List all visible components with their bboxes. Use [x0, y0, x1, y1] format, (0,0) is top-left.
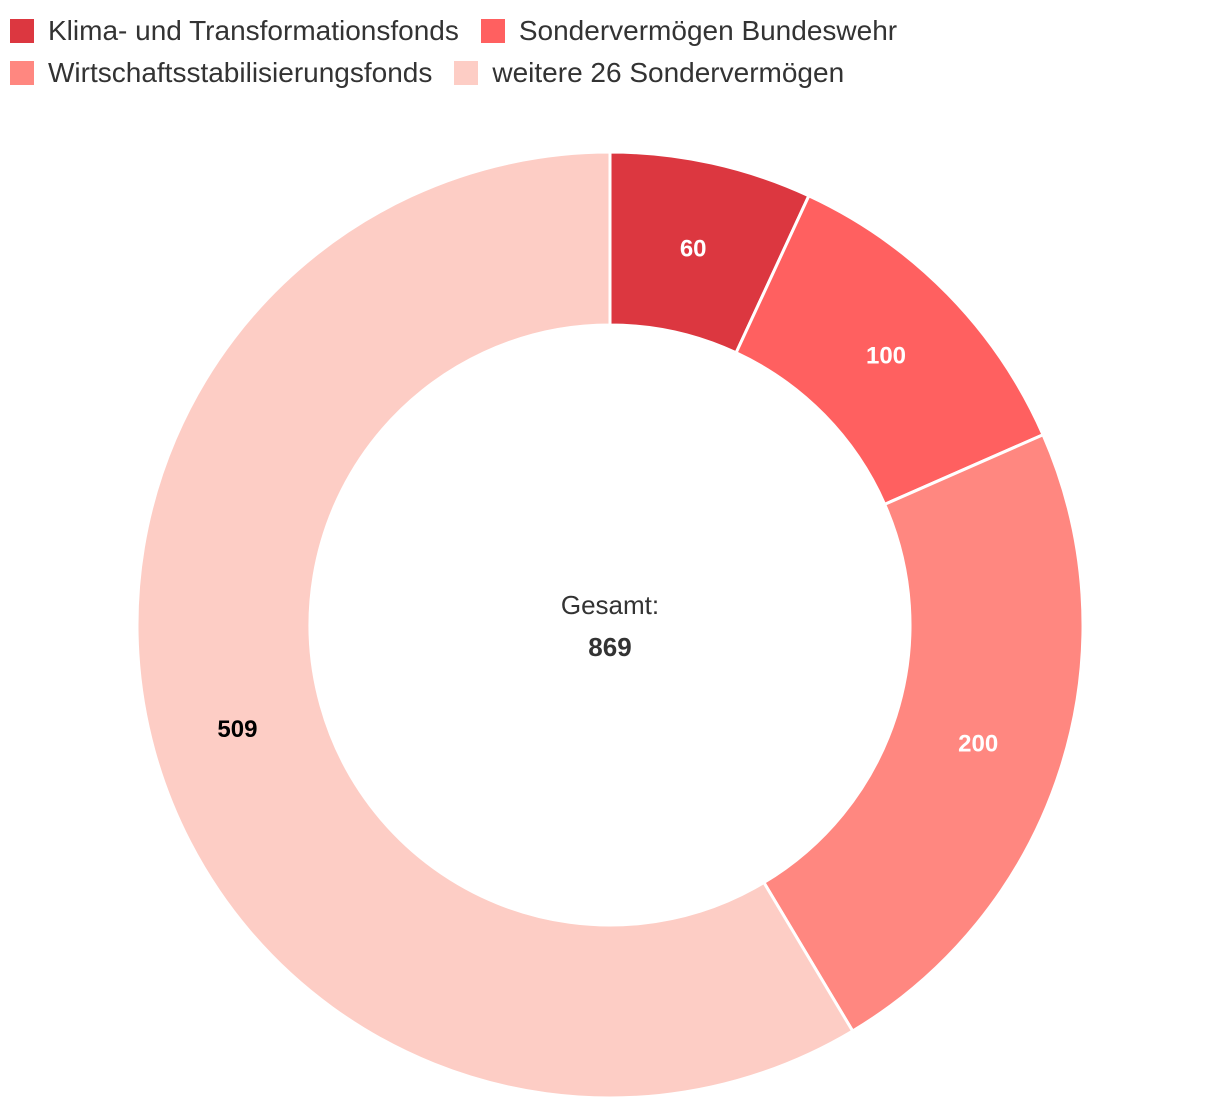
legend-label-weitere: weitere 26 Sondervermögen [492, 57, 845, 88]
slice-value-labels: 60 100 200 509 [217, 236, 998, 758]
slice-label-wirtschaft: 200 [958, 731, 998, 758]
donut-slice-weitere[interactable] [135, 150, 855, 1100]
legend-label-bundeswehr: Sondervermögen Bundeswehr [518, 15, 898, 46]
legend-row-2: Wirtschaftsstabilisierungsfonds weitere … [10, 52, 1210, 94]
legend-swatch-bundeswehr [480, 19, 505, 43]
donut-slices [135, 150, 1085, 1100]
legend-swatch-wirtschaft [10, 61, 34, 85]
legend-item-wirtschaft[interactable]: Wirtschaftsstabilisierungsfonds [10, 59, 432, 87]
center-label: Gesamt: [561, 590, 659, 620]
slice-label-bundeswehr: 100 [866, 342, 906, 369]
center-total: 869 [588, 632, 631, 662]
legend-item-bundeswehr[interactable]: Sondervermögen Bundeswehr [480, 15, 898, 46]
chart-legend: Klima- und Transformationsfonds Sonderve… [10, 10, 1210, 94]
legend-row-1: Klima- und Transformationsfonds Sonderve… [10, 10, 1210, 52]
legend-label-klima: Klima- und Transformationsfonds [48, 15, 459, 46]
legend-swatch-weitere [454, 61, 479, 85]
donut-slice-wirtschaft[interactable] [761, 432, 1085, 1034]
legend-swatch-klima [10, 19, 34, 43]
legend-item-weitere[interactable]: weitere 26 Sondervermögen [454, 59, 844, 87]
legend-item-klima[interactable]: Klima- und Transformationsfonds [10, 17, 459, 45]
slice-label-klima: 60 [680, 236, 707, 263]
legend-label-wirtschaft: Wirtschaftsstabilisierungsfonds [48, 57, 433, 88]
slice-label-weitere: 509 [217, 716, 257, 743]
